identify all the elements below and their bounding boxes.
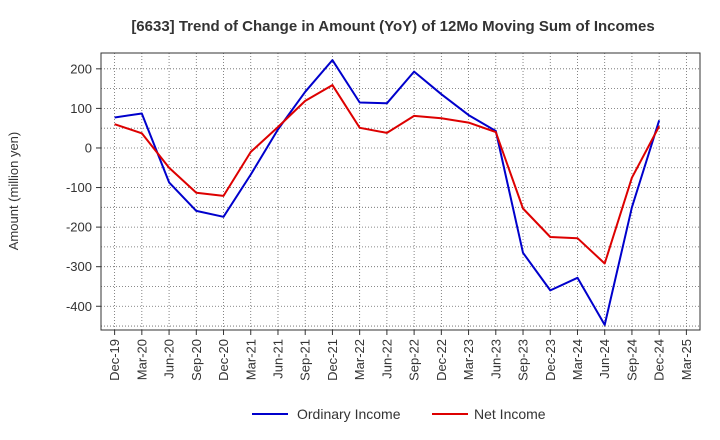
y-tick-label: -400 bbox=[66, 299, 92, 314]
y-axis: -400 -300 -200 -100 0 100 200 bbox=[66, 61, 101, 314]
x-tick-label: Mar-24 bbox=[570, 339, 585, 380]
x-tick-label: Mar-20 bbox=[134, 339, 149, 380]
x-tick-label: Dec-23 bbox=[543, 339, 558, 381]
legend: Ordinary Income Net Income bbox=[252, 406, 546, 422]
x-tick-label: Mar-22 bbox=[352, 339, 367, 380]
x-tick-label: Sep-20 bbox=[189, 339, 204, 381]
legend-label: Ordinary Income bbox=[297, 406, 401, 422]
x-tick-label: Jun-20 bbox=[162, 339, 177, 379]
x-tick-label: Sep-24 bbox=[624, 339, 639, 381]
x-tick-label: Mar-21 bbox=[243, 339, 258, 380]
y-axis-label: Amount (million yen) bbox=[6, 132, 21, 251]
legend-label: Net Income bbox=[474, 406, 546, 422]
x-tick-label: Dec-20 bbox=[216, 339, 231, 381]
x-tick-label: Dec-22 bbox=[434, 339, 449, 381]
legend-item: Net Income bbox=[432, 406, 546, 422]
series-line-ordinary-income bbox=[114, 59, 661, 326]
x-tick-label: Jun-23 bbox=[488, 339, 503, 379]
x-tick-label: Jun-22 bbox=[379, 339, 394, 379]
grid-lines bbox=[101, 53, 700, 330]
x-tick-label: Dec-21 bbox=[325, 339, 340, 381]
x-tick-label: Mar-25 bbox=[679, 339, 694, 380]
x-tick-label: Dec-24 bbox=[652, 339, 667, 381]
y-tick-label: 100 bbox=[70, 101, 92, 116]
x-tick-label: Mar-23 bbox=[461, 339, 476, 380]
y-tick-label: -200 bbox=[66, 220, 92, 235]
chart-title: [6633] Trend of Change in Amount (YoY) o… bbox=[131, 18, 654, 35]
plot-area bbox=[100, 52, 701, 331]
x-tick-label: Jun-24 bbox=[597, 339, 612, 379]
x-tick-label: Sep-22 bbox=[407, 339, 422, 381]
y-tick-label: 200 bbox=[70, 61, 92, 76]
series-group bbox=[114, 59, 661, 326]
x-tick-label: Dec-19 bbox=[107, 339, 122, 381]
y-tick-label: -100 bbox=[66, 180, 92, 195]
series-line-net-income bbox=[114, 84, 661, 265]
y-tick-label: -300 bbox=[66, 259, 92, 274]
x-tick-label: Sep-23 bbox=[516, 339, 531, 381]
x-tick-label: Sep-21 bbox=[298, 339, 313, 381]
y-tick-label: 0 bbox=[85, 140, 92, 155]
legend-item: Ordinary Income bbox=[252, 406, 401, 422]
x-tick-label: Jun-21 bbox=[270, 339, 285, 379]
x-axis: Dec-19 Mar-20 Jun-20 Sep-20 Dec-20 Mar-21 Jun-… bbox=[107, 330, 694, 381]
